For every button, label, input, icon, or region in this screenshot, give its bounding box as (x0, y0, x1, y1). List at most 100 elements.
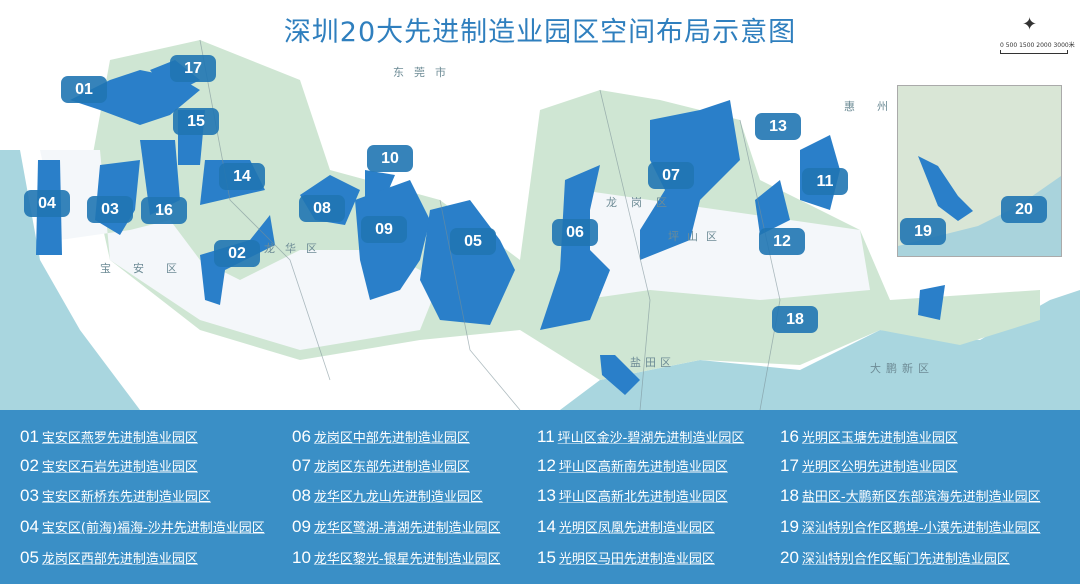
legend-item-18[interactable]: 18 盐田区-大鹏新区东部滨海先进制造业园区 (780, 486, 1041, 506)
legend-number: 20 (780, 548, 799, 567)
legend-number: 11 (537, 427, 555, 446)
legend-item-02[interactable]: 02 宝安区石岩先进制造业园区 (20, 456, 198, 476)
label-dapeng: 大鹏新区 (870, 362, 934, 375)
park-badge-13[interactable]: 13 (755, 113, 801, 140)
label-dongguan: 东莞市 (393, 66, 456, 79)
park-badge-08[interactable]: 08 (299, 195, 345, 222)
scale-bar: 0 500 1500 2000 3000米 (1000, 40, 1075, 54)
label-longgang: 龙岗区 (606, 196, 681, 209)
park-16 (140, 140, 180, 215)
legend-item-08[interactable]: 08 龙华区九龙山先进制造业园区 (292, 486, 483, 506)
legend-number: 12 (537, 456, 556, 475)
label-pingshan: 坪山区 (668, 230, 725, 243)
legend-number: 15 (537, 548, 556, 567)
park-badge-16[interactable]: 16 (141, 197, 187, 224)
legend-item-10[interactable]: 10 龙华区黎光-银星先进制造业园区 (292, 548, 501, 568)
legend-number: 02 (20, 456, 39, 475)
park-badge-12[interactable]: 12 (759, 228, 805, 255)
park-badge-09[interactable]: 09 (361, 216, 407, 243)
park-badge-03[interactable]: 03 (87, 196, 133, 223)
compass-logo-icon: ✦ (1022, 14, 1038, 35)
legend-item-09[interactable]: 09 龙华区鹭湖-清湖先进制造业园区 (292, 517, 501, 537)
legend-number: 13 (537, 486, 556, 505)
legend-number: 16 (780, 427, 799, 446)
legend-number: 19 (780, 517, 799, 536)
legend-item-05[interactable]: 05 龙岗区西部先进制造业园区 (20, 548, 198, 568)
legend-item-16[interactable]: 16 光明区玉塘先进制造业园区 (780, 427, 958, 447)
park-badge-06[interactable]: 06 (552, 219, 598, 246)
park-badge-17[interactable]: 17 (170, 55, 216, 82)
legend-item-12[interactable]: 12 坪山区高新南先进制造业园区 (537, 456, 728, 476)
legend-park-name: 光明区公明先进制造业园区 (801, 460, 958, 475)
legend-number: 07 (292, 456, 311, 475)
park-badge-01[interactable]: 01 (61, 76, 107, 103)
legend-park-name: 光明区凤凰先进制造业园区 (558, 521, 715, 536)
legend-item-17[interactable]: 17 光明区公明先进制造业园区 (780, 456, 958, 476)
park-18 (918, 285, 945, 320)
park-badge-15[interactable]: 15 (173, 108, 219, 135)
legend-park-name: 坪山区金沙-碧湖先进制造业园区 (557, 431, 745, 446)
legend-park-name: 宝安区燕罗先进制造业园区 (41, 431, 198, 446)
legend-number: 14 (537, 517, 556, 536)
park-12 (755, 180, 790, 235)
legend-park-name: 龙岗区中部先进制造业园区 (313, 431, 470, 446)
legend-park-name: 光明区玉塘先进制造业园区 (801, 431, 958, 446)
park-yantian (600, 355, 640, 395)
label-longhua: 龙华区 (264, 242, 327, 255)
sea-west (0, 150, 140, 410)
legend-number: 09 (292, 517, 311, 536)
map-title: 深圳20大先进制造业园区空间布局示意图 (283, 17, 797, 48)
legend-panel: 01 宝安区燕罗先进制造业园区 02 宝安区石岩先进制造业园区 03 宝安区新桥东先进制造… (0, 410, 1080, 584)
label-huizhou: 惠州 (844, 100, 910, 113)
legend-park-name: 坪山区高新北先进制造业园区 (558, 490, 728, 505)
park-badge-02[interactable]: 02 (214, 240, 260, 267)
legend-park-name: 龙岗区西部先进制造业园区 (41, 552, 198, 567)
label-yantian: 盐田区 (630, 356, 675, 369)
scale-label: 0 500 1500 2000 3000米 (1000, 42, 1075, 49)
park-badge-10[interactable]: 10 (367, 145, 413, 172)
legend-park-name: 深汕特别合作区鹅埠-小漠先进制造业园区 (801, 521, 1041, 536)
legend-park-name: 宝安区(前海)福海-沙井先进制造业园区 (41, 521, 265, 536)
park-badge-18[interactable]: 18 (772, 306, 818, 333)
legend-park-name: 龙华区九龙山先进制造业园区 (313, 490, 483, 505)
park-badge-19[interactable]: 19 (900, 218, 946, 245)
legend-item-14[interactable]: 14 光明区凤凰先进制造业园区 (537, 517, 715, 537)
park-badge-14[interactable]: 14 (219, 163, 265, 190)
park-badge-11[interactable]: 11 (802, 168, 848, 195)
legend-item-06[interactable]: 06 龙岗区中部先进制造业园区 (292, 427, 470, 447)
legend-park-name: 光明区马田先进制造业园区 (558, 552, 715, 567)
legend-number: 10 (292, 548, 311, 567)
legend-number: 17 (780, 456, 799, 475)
sea-south (560, 290, 1080, 410)
legend-item-15[interactable]: 15 光明区马田先进制造业园区 (537, 548, 715, 568)
legend-park-name: 坪山区高新南先进制造业园区 (558, 460, 728, 475)
park-badge-05[interactable]: 05 (450, 228, 496, 255)
legend-item-07[interactable]: 07 龙岗区东部先进制造业园区 (292, 456, 470, 476)
legend-number: 06 (292, 427, 311, 446)
park-06 (540, 165, 610, 330)
legend-park-name: 龙岗区东部先进制造业园区 (313, 460, 470, 475)
urban-area (40, 150, 440, 350)
legend-park-name: 盐田区-大鹏新区东部滨海先进制造业园区 (801, 490, 1041, 505)
park-badge-04[interactable]: 04 (24, 190, 70, 217)
legend-item-03[interactable]: 03 宝安区新桥东先进制造业园区 (20, 486, 211, 506)
legend-item-13[interactable]: 13 坪山区高新北先进制造业园区 (537, 486, 728, 506)
legend-item-01[interactable]: 01 宝安区燕罗先进制造业园区 (20, 427, 198, 447)
label-baoan: 宝安区 (100, 262, 199, 275)
park-badge-07[interactable]: 07 (648, 162, 694, 189)
legend-number: 03 (20, 486, 39, 505)
legend-number: 08 (292, 486, 311, 505)
legend-park-name: 宝安区新桥东先进制造业园区 (41, 490, 211, 505)
legend-item-20[interactable]: 20 深汕特别合作区鲘门先进制造业园区 (780, 548, 1010, 568)
legend-item-04[interactable]: 04 宝安区(前海)福海-沙井先进制造业园区 (20, 517, 265, 537)
park-badge-20[interactable]: 20 (1001, 196, 1047, 223)
legend-item-19[interactable]: 19 深汕特别合作区鹅埠-小漠先进制造业园区 (780, 517, 1041, 537)
legend-number: 04 (20, 517, 39, 536)
legend-number: 18 (780, 486, 799, 505)
legend-park-name: 宝安区石岩先进制造业园区 (41, 460, 198, 475)
legend-park-name: 龙华区鹭湖-清湖先进制造业园区 (313, 521, 501, 536)
legend-number: 01 (20, 427, 39, 446)
legend-item-11[interactable]: 11 坪山区金沙-碧湖先进制造业园区 (537, 427, 744, 447)
legend-number: 05 (20, 548, 39, 567)
legend-park-name: 龙华区黎光-银星先进制造业园区 (313, 552, 501, 567)
